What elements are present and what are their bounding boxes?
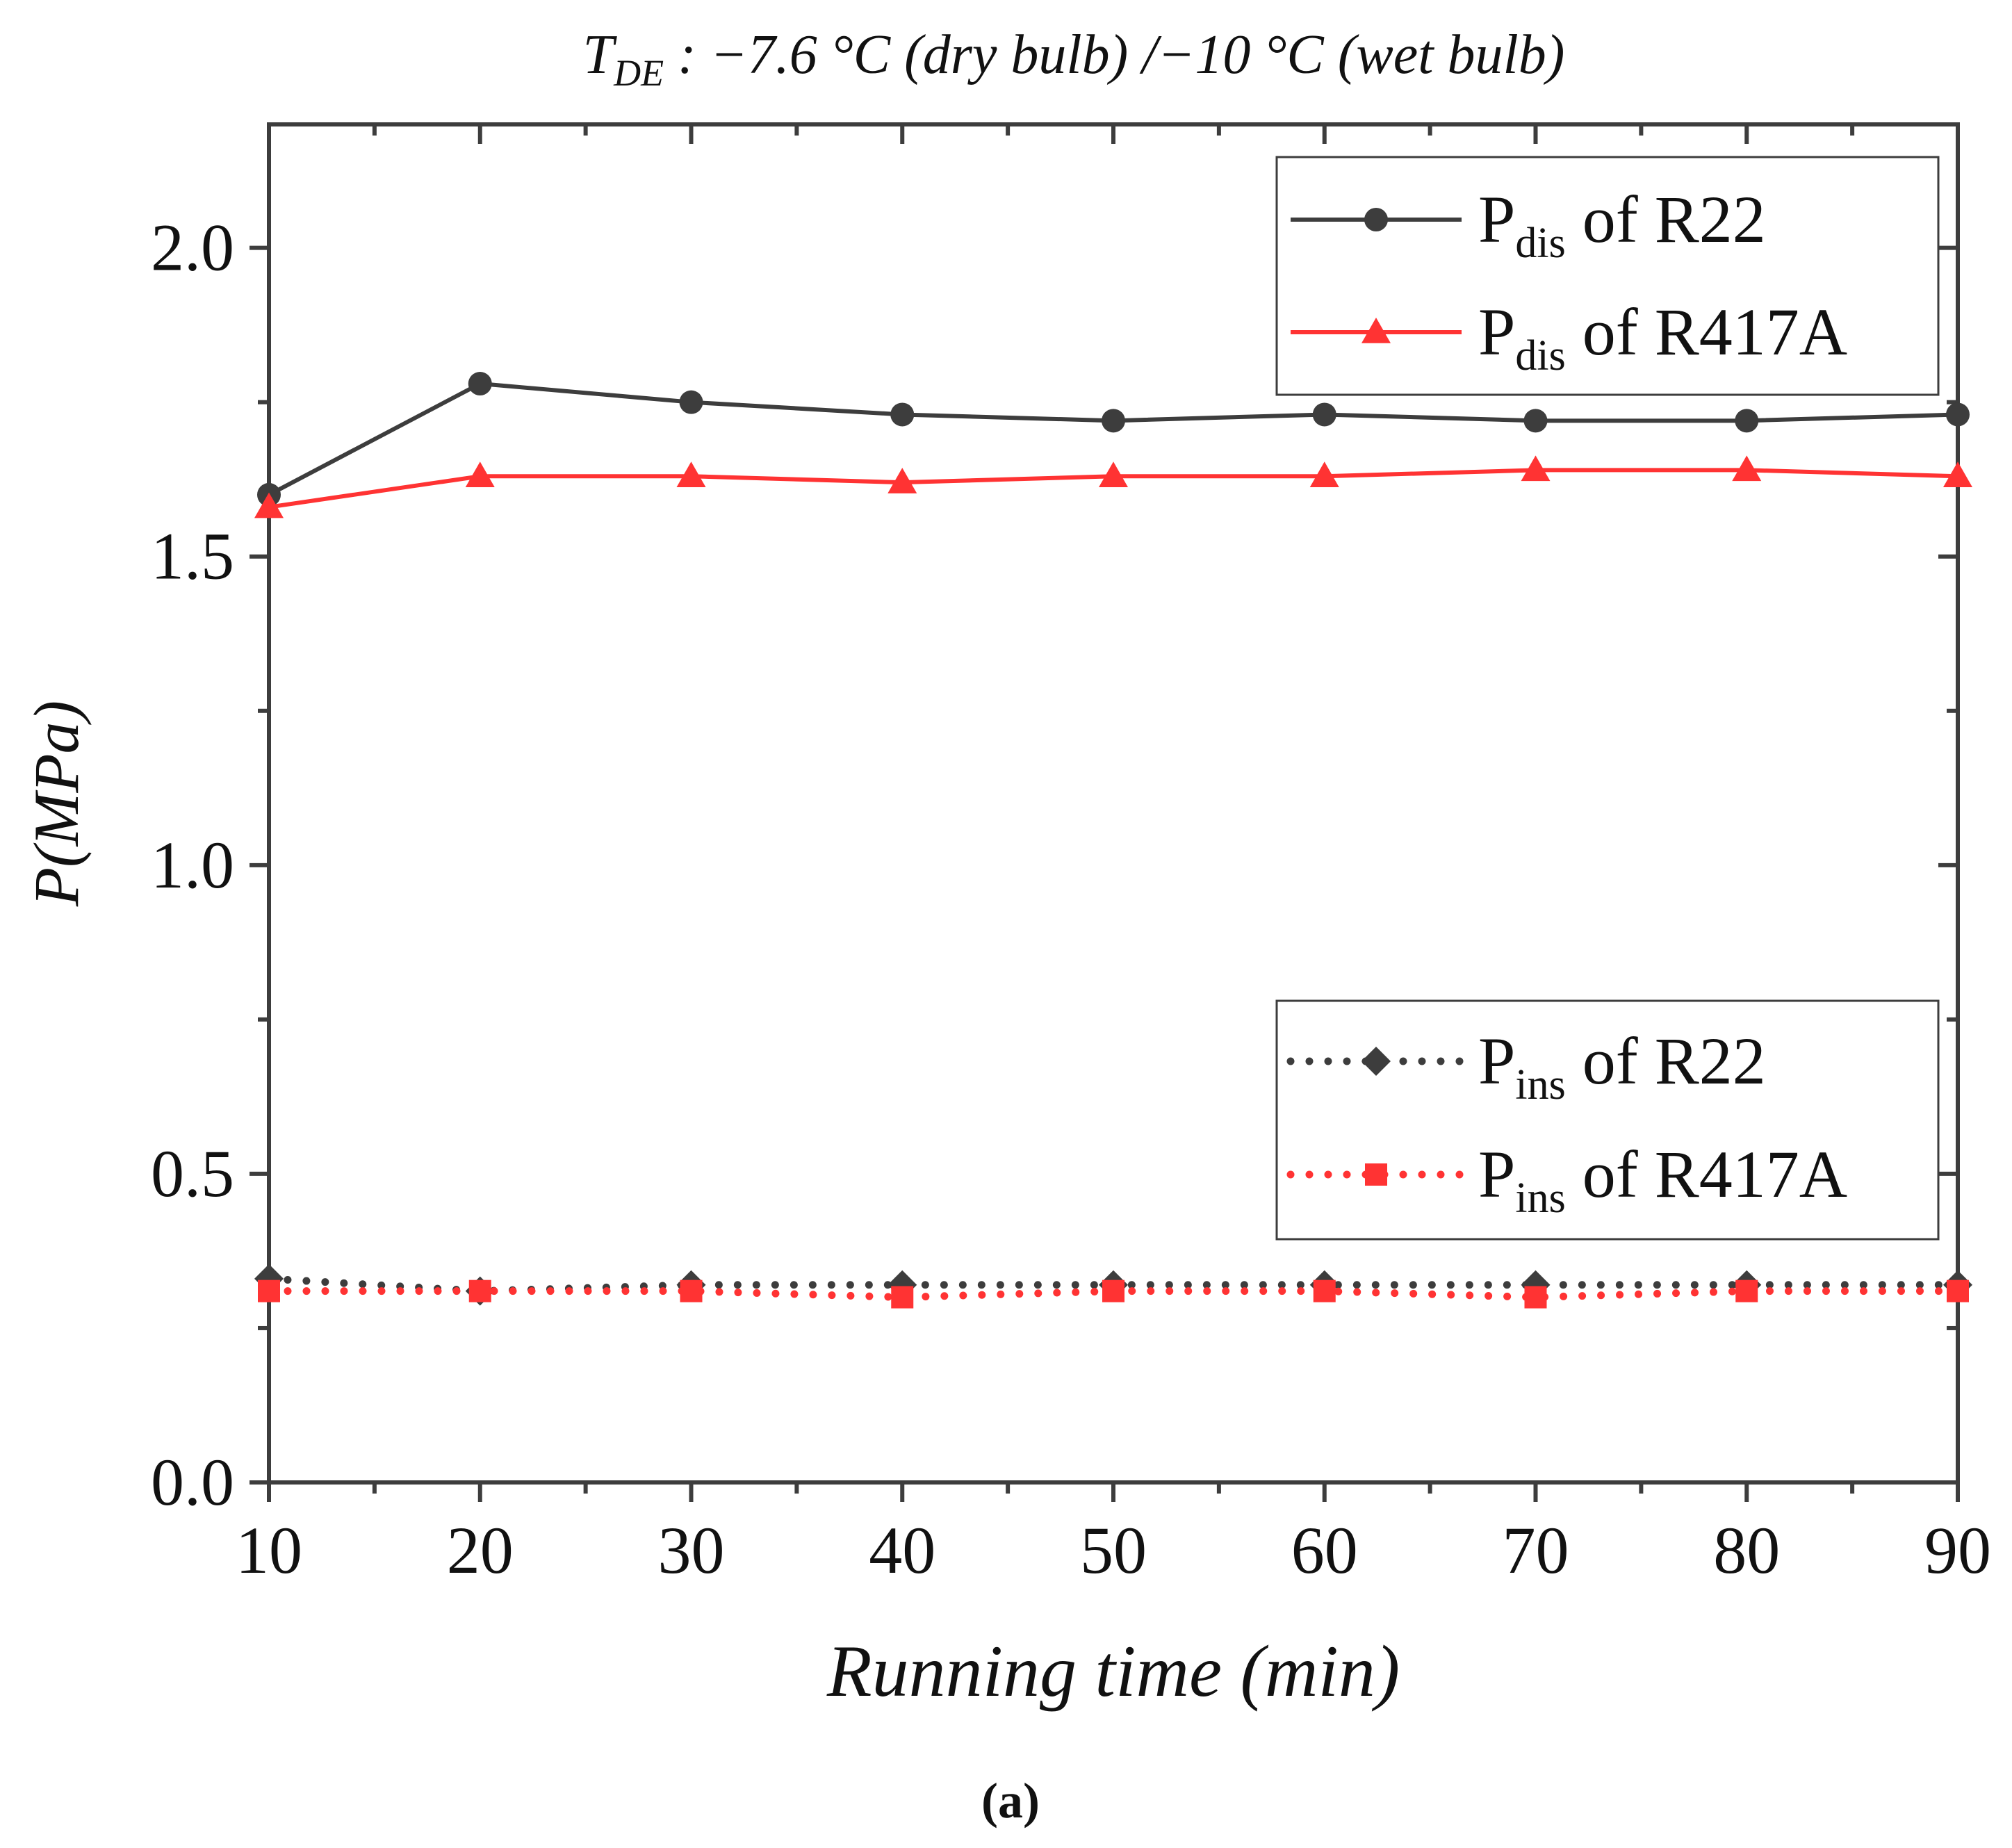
x-axis-label: Running time (min) [826,1630,1400,1712]
legend-label: Pdis of R417A [1478,295,1847,379]
chart-title-text: : −7.6 °C (dry bulb) /−10 °C (wet bulb) [664,24,1564,85]
data-point [1524,1286,1547,1309]
data-point [1521,455,1551,482]
y-axis-label: P(MPa) [21,701,92,907]
chart-title-subscript: DE [613,52,664,94]
legend-marker [1361,318,1391,343]
y-tick-label: 1.5 [151,519,234,594]
data-point [679,390,703,414]
series-3 [258,1279,1969,1309]
x-tick-label: 30 [658,1513,725,1587]
legend-box-top-right [1275,156,1940,396]
series-0 [257,372,1970,507]
x-tick-label: 80 [1713,1513,1780,1587]
data-point [888,468,917,493]
legend-box-bottom-right [1275,999,1940,1241]
y-tick-label: 0.0 [151,1445,234,1519]
x-tick-label: 50 [1080,1513,1147,1587]
data-point [254,492,284,518]
legend-marker [1364,208,1388,231]
data-point [680,1279,703,1302]
data-point [1735,1279,1758,1302]
y-tick-label: 0.5 [151,1136,234,1211]
axis-ticks [250,124,1960,1502]
legend-label: Pdis of R22 [1478,182,1766,267]
data-point [258,1279,280,1302]
x-tick-label: 40 [869,1513,935,1587]
chart-title-symbol: T [583,24,618,85]
series-1 [254,455,1972,518]
legend-label: Pins of R22 [1478,1024,1766,1109]
data-point [1313,1279,1336,1302]
legend-item: Pins of R417A [1286,1137,1847,1222]
legend-item: Pins of R22 [1286,1024,1766,1109]
data-point [891,1286,914,1309]
legend-layer: Pdis of R22 Pdis of R417A Pins of R22 Pins … [1275,156,1940,1241]
y-tick-label: 1.0 [151,828,234,902]
data-point [1946,402,1970,427]
legend-marker [1361,1047,1391,1076]
data-point [1309,461,1339,488]
chart-title: TDE : −7.6 °C (dry bulb) /−10 °C (wet bu… [583,24,1565,94]
legend-label: Pins of R417A [1478,1137,1847,1222]
x-tick-label: 90 [1924,1513,1991,1587]
data-point [468,372,492,396]
panel-label: (a) [981,1773,1040,1829]
x-tick-label: 70 [1503,1513,1569,1587]
legend-item: Pdis of R417A [1291,295,1847,379]
axis-tick-labels: 10 20 30 40 50 60 70 80 90 0.0 0.5 1.0 1.5 2.0 [151,211,1991,1587]
x-tick-label: 10 [236,1513,302,1587]
data-point [676,461,706,488]
series-layer [254,372,1972,1309]
legend-item: Pdis of R22 [1291,182,1766,267]
data-point [1312,402,1336,427]
data-point [890,402,915,427]
data-point [1102,1279,1124,1302]
data-point [1102,409,1125,433]
data-point [468,1279,491,1302]
data-point [1523,409,1548,433]
legend-marker [1365,1163,1387,1186]
data-point [1943,461,1972,488]
data-point [465,461,495,488]
data-point [1099,461,1128,488]
x-tick-label: 20 [447,1513,514,1587]
x-tick-label: 60 [1291,1513,1358,1587]
data-point [1735,409,1759,433]
data-point [1947,1279,1969,1302]
data-point [1732,455,1762,482]
y-tick-label: 2.0 [151,211,234,285]
